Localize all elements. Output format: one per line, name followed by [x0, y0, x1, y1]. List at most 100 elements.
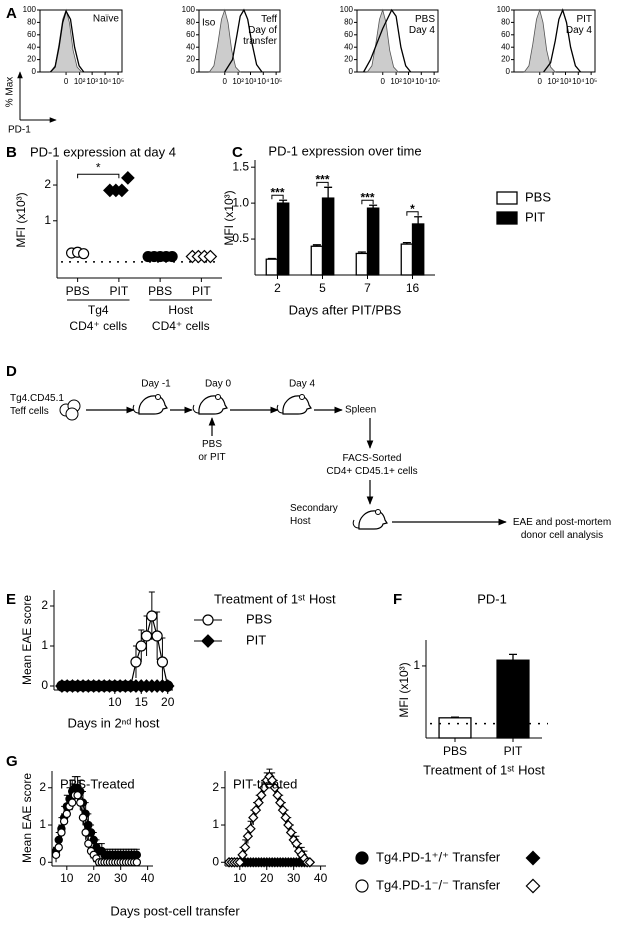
data-point — [253, 797, 264, 808]
diagram-label: Day 0 — [205, 379, 232, 390]
x-tick-label: 2 — [274, 281, 281, 295]
mouse-icon — [132, 394, 168, 415]
mouse-ear — [215, 394, 221, 400]
data-point — [248, 812, 259, 823]
significance-bracket — [361, 199, 374, 205]
y-tick-label: 40 — [186, 42, 195, 51]
legend-marker — [525, 878, 541, 894]
data-point — [84, 839, 93, 848]
data-point — [258, 782, 270, 793]
histogram-curve — [49, 8, 83, 73]
mouse-icon — [276, 394, 312, 415]
y-tick-label: 80 — [186, 18, 195, 27]
error-bar — [414, 216, 423, 224]
bar — [411, 223, 425, 276]
significance-label: *** — [315, 172, 329, 186]
x-tick-label: 0 — [64, 77, 69, 86]
chart-title: PBS-Treated — [60, 776, 135, 791]
data-point — [76, 798, 85, 807]
mouse-body — [358, 510, 388, 530]
diagram-label: Spleen — [345, 405, 376, 416]
y-tick-label: 60 — [186, 30, 195, 39]
group-label: Host CD4⁺ cells — [152, 303, 210, 333]
y-axis-label: MFI (x10³) — [222, 190, 236, 245]
y-tick-label: 2 — [39, 780, 46, 794]
data-point — [132, 850, 142, 860]
x-tick-label: 10² — [390, 77, 402, 86]
x-tick-label: 16 — [406, 281, 420, 295]
mouse-tail — [132, 404, 140, 414]
diagram-label: FACS-Sorted CD4+ CD45.1+ cells — [326, 453, 417, 477]
data-point — [132, 858, 142, 867]
data-point — [115, 183, 129, 198]
histogram-curve — [363, 8, 412, 73]
data-point — [291, 838, 302, 849]
x-tick-label: 10⁵ — [585, 77, 597, 86]
x-tick-label: 0 — [381, 77, 386, 86]
y-tick-label: 1 — [39, 817, 46, 831]
data-point — [242, 831, 254, 842]
diagram-label: EAE and post-mortem donor cell analysis — [513, 517, 611, 541]
y-tick-label: 0 — [191, 67, 196, 76]
significance-bracket — [406, 211, 419, 216]
bar — [321, 197, 335, 276]
diagram-label: Secondary Host — [290, 503, 338, 527]
x-axis-label: Days in 2ⁿᵈ host — [67, 715, 159, 730]
y-tick-label: 40 — [501, 42, 510, 51]
data-point — [130, 656, 142, 668]
mouse-tail — [352, 519, 360, 529]
y-tick-label: 100 — [182, 5, 196, 14]
x-tick-label: 0 — [538, 77, 543, 86]
mouse-tail — [276, 404, 284, 414]
error-bar — [509, 653, 517, 661]
histogram-title: PIT Day 4 — [566, 14, 593, 36]
data-point — [67, 798, 77, 807]
y-tick-label: 40 — [27, 42, 36, 51]
x-tick-label: 7 — [364, 281, 371, 295]
bar — [496, 659, 530, 739]
legend-label: PBS — [525, 189, 551, 204]
significance-bracket — [316, 181, 329, 187]
mouse-body — [138, 395, 168, 415]
legend-marker — [525, 850, 541, 866]
data-point — [146, 610, 158, 622]
x-tick-label: 10² — [547, 77, 559, 86]
x-axis-label: Days after PIT/PBS — [289, 302, 402, 317]
significance-bracket — [271, 194, 284, 200]
significance-label: *** — [270, 185, 284, 199]
panel-label: G — [6, 753, 18, 770]
data-point — [78, 813, 88, 822]
y-tick-label: 1.5 — [232, 159, 249, 173]
group-label: Tg4 CD4⁺ cells — [69, 303, 127, 333]
x-tick-label: 40 — [314, 871, 328, 885]
annotation: Iso — [202, 18, 216, 29]
y-tick-label: 80 — [501, 18, 510, 27]
y-tick-label: 0 — [32, 67, 37, 76]
y-tick-label: 60 — [501, 30, 510, 39]
y-tick-label: 1 — [41, 638, 48, 652]
y-tick-label: 0 — [506, 67, 511, 76]
y-tick-label: 100 — [340, 5, 354, 14]
mouse-ear — [155, 394, 161, 400]
data-point — [283, 819, 294, 831]
y-tick-label: 60 — [344, 30, 353, 39]
y-tick-label: 1.0 — [232, 195, 249, 209]
x-tick-label: 10⁴ — [415, 77, 428, 86]
data-point — [156, 656, 169, 668]
data-point — [277, 804, 289, 816]
data-point — [285, 827, 297, 838]
x-tick-label: 10 — [108, 695, 122, 709]
x-tick-label: PBS — [443, 744, 467, 758]
diagram-label: Day -1 — [141, 379, 171, 390]
legend-label: PIT — [525, 209, 545, 224]
legend-marker — [355, 851, 369, 865]
histogram-title: Naïve — [93, 14, 120, 25]
y-tick-label: 20 — [27, 55, 36, 64]
data-point — [54, 843, 63, 852]
legend-label: PIT — [246, 632, 266, 647]
bar — [310, 245, 324, 276]
x-tick-label: 10⁴ — [99, 77, 112, 86]
data-point — [140, 630, 153, 642]
significance-label: * — [410, 202, 415, 216]
